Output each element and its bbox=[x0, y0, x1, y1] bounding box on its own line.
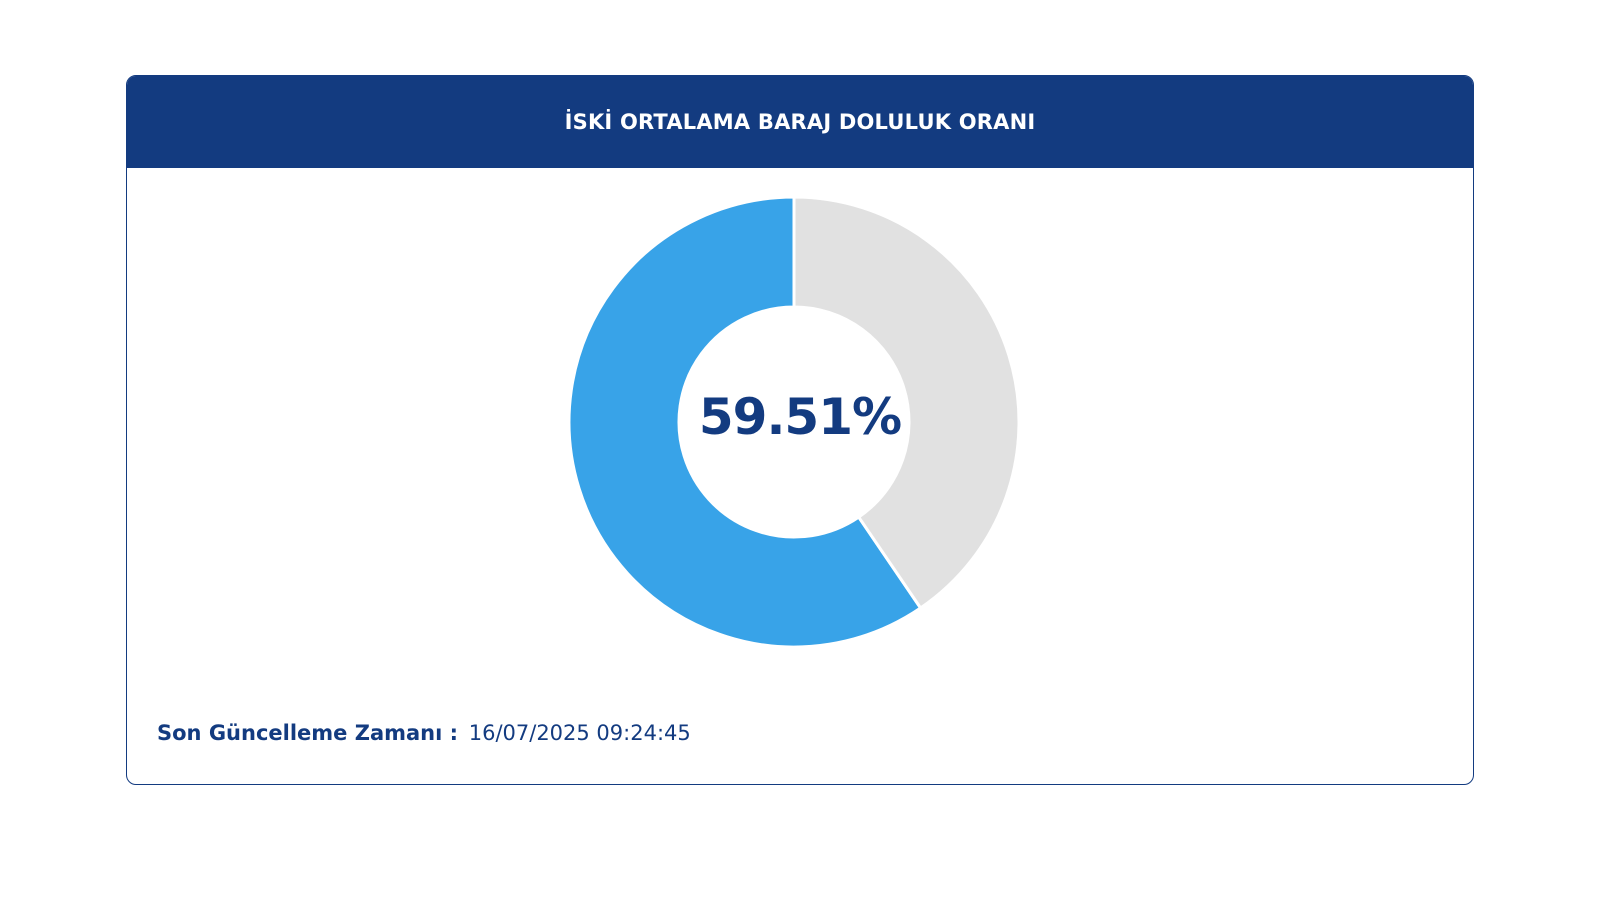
last-update-value: 16/07/2025 09:24:45 bbox=[468, 721, 691, 745]
card-title: İSKİ ORTALAMA BARAJ DOLULUK ORANI bbox=[564, 110, 1036, 134]
slice-empty bbox=[792, 195, 1021, 611]
dam-fill-card: İSKİ ORTALAMA BARAJ DOLULUK ORANI 59.51%… bbox=[126, 75, 1474, 785]
donut-svg bbox=[567, 195, 1021, 649]
slice-filled bbox=[567, 195, 923, 649]
last-update-label: Son Güncelleme Zamanı : bbox=[157, 721, 459, 745]
fill-percentage-label: 59.51% bbox=[698, 388, 902, 446]
card-header: İSKİ ORTALAMA BARAJ DOLULUK ORANI bbox=[127, 76, 1473, 168]
last-update: Son Güncelleme Zamanı : 16/07/2025 09:24… bbox=[157, 721, 691, 745]
donut-chart: 59.51% bbox=[127, 168, 1473, 668]
